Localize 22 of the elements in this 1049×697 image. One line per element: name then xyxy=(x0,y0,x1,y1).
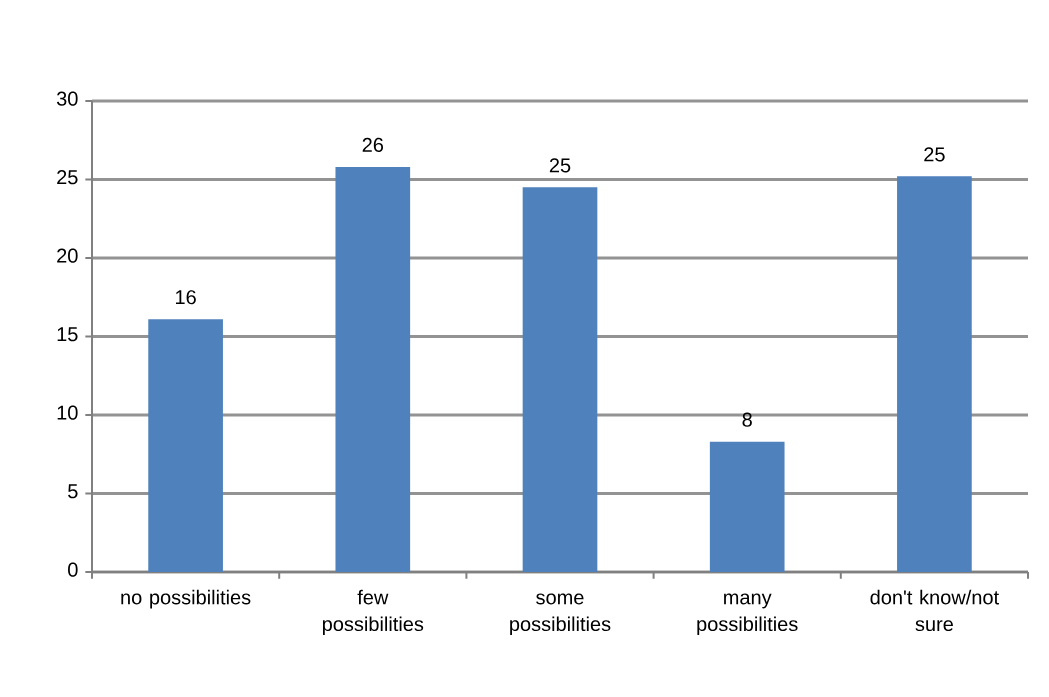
data-label: 8 xyxy=(742,412,752,427)
x-tick-label: no possibilities xyxy=(121,589,251,609)
y-tick-label: 0 xyxy=(68,562,78,577)
data-label: 25 xyxy=(549,158,571,173)
y-tick-label: 20 xyxy=(57,248,78,263)
data-label: 25 xyxy=(924,147,945,162)
data-label: 26 xyxy=(362,137,384,152)
y-tick-label: 5 xyxy=(68,484,78,499)
x-tick-label: few possibilities xyxy=(322,589,424,636)
y-tick-label: 30 xyxy=(56,91,78,106)
bar xyxy=(148,319,223,572)
bar xyxy=(335,166,411,572)
data-label: 16 xyxy=(176,290,196,305)
y-tick-label: 25 xyxy=(57,170,78,185)
bar xyxy=(897,176,972,572)
x-tick-label: some possibilities xyxy=(510,593,611,636)
y-tick-label: 15 xyxy=(57,327,78,342)
y-tick-label: 10 xyxy=(57,405,78,420)
x-tick-label: don't know/not sure xyxy=(870,589,999,632)
bar xyxy=(709,441,785,572)
x-tick-label: many possibilities xyxy=(697,593,798,636)
bar xyxy=(522,187,598,572)
